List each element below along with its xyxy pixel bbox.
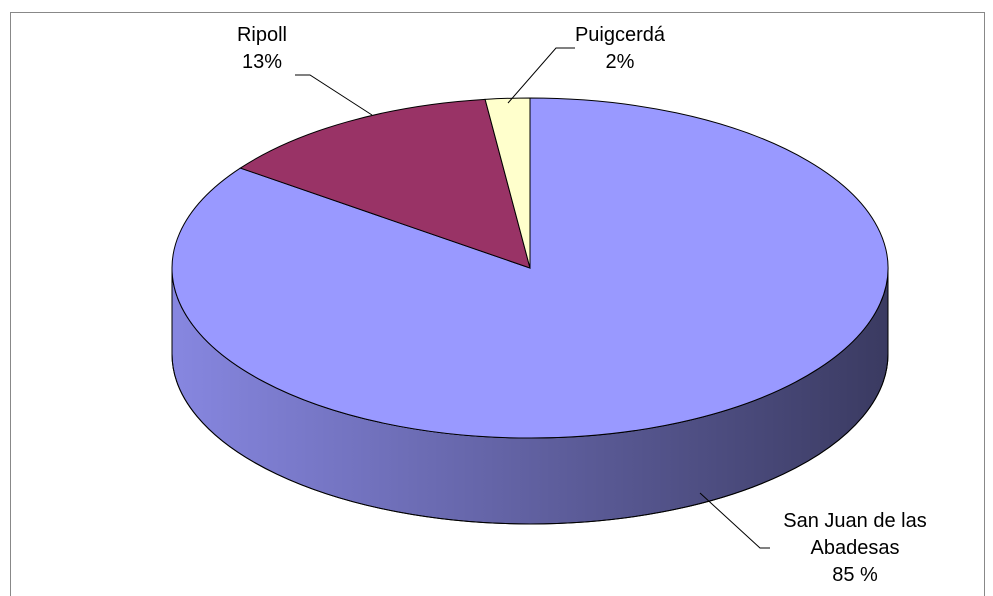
pie-slice bbox=[484, 97, 531, 269]
slice-label: Ripoll bbox=[236, 24, 288, 46]
slice-value-label: 13% bbox=[241, 51, 283, 73]
pie-slice bbox=[239, 98, 531, 269]
leader-line bbox=[507, 47, 575, 104]
leader-line bbox=[295, 74, 373, 116]
slice-value-label: 85 % bbox=[832, 564, 878, 586]
leader-line bbox=[699, 492, 770, 549]
slice-value-label: 2% bbox=[605, 51, 635, 73]
chart-border bbox=[10, 12, 985, 596]
slice-label: San Juan de las Abadesas bbox=[783, 510, 927, 559]
slice-label: Puigcerdá bbox=[574, 24, 666, 46]
